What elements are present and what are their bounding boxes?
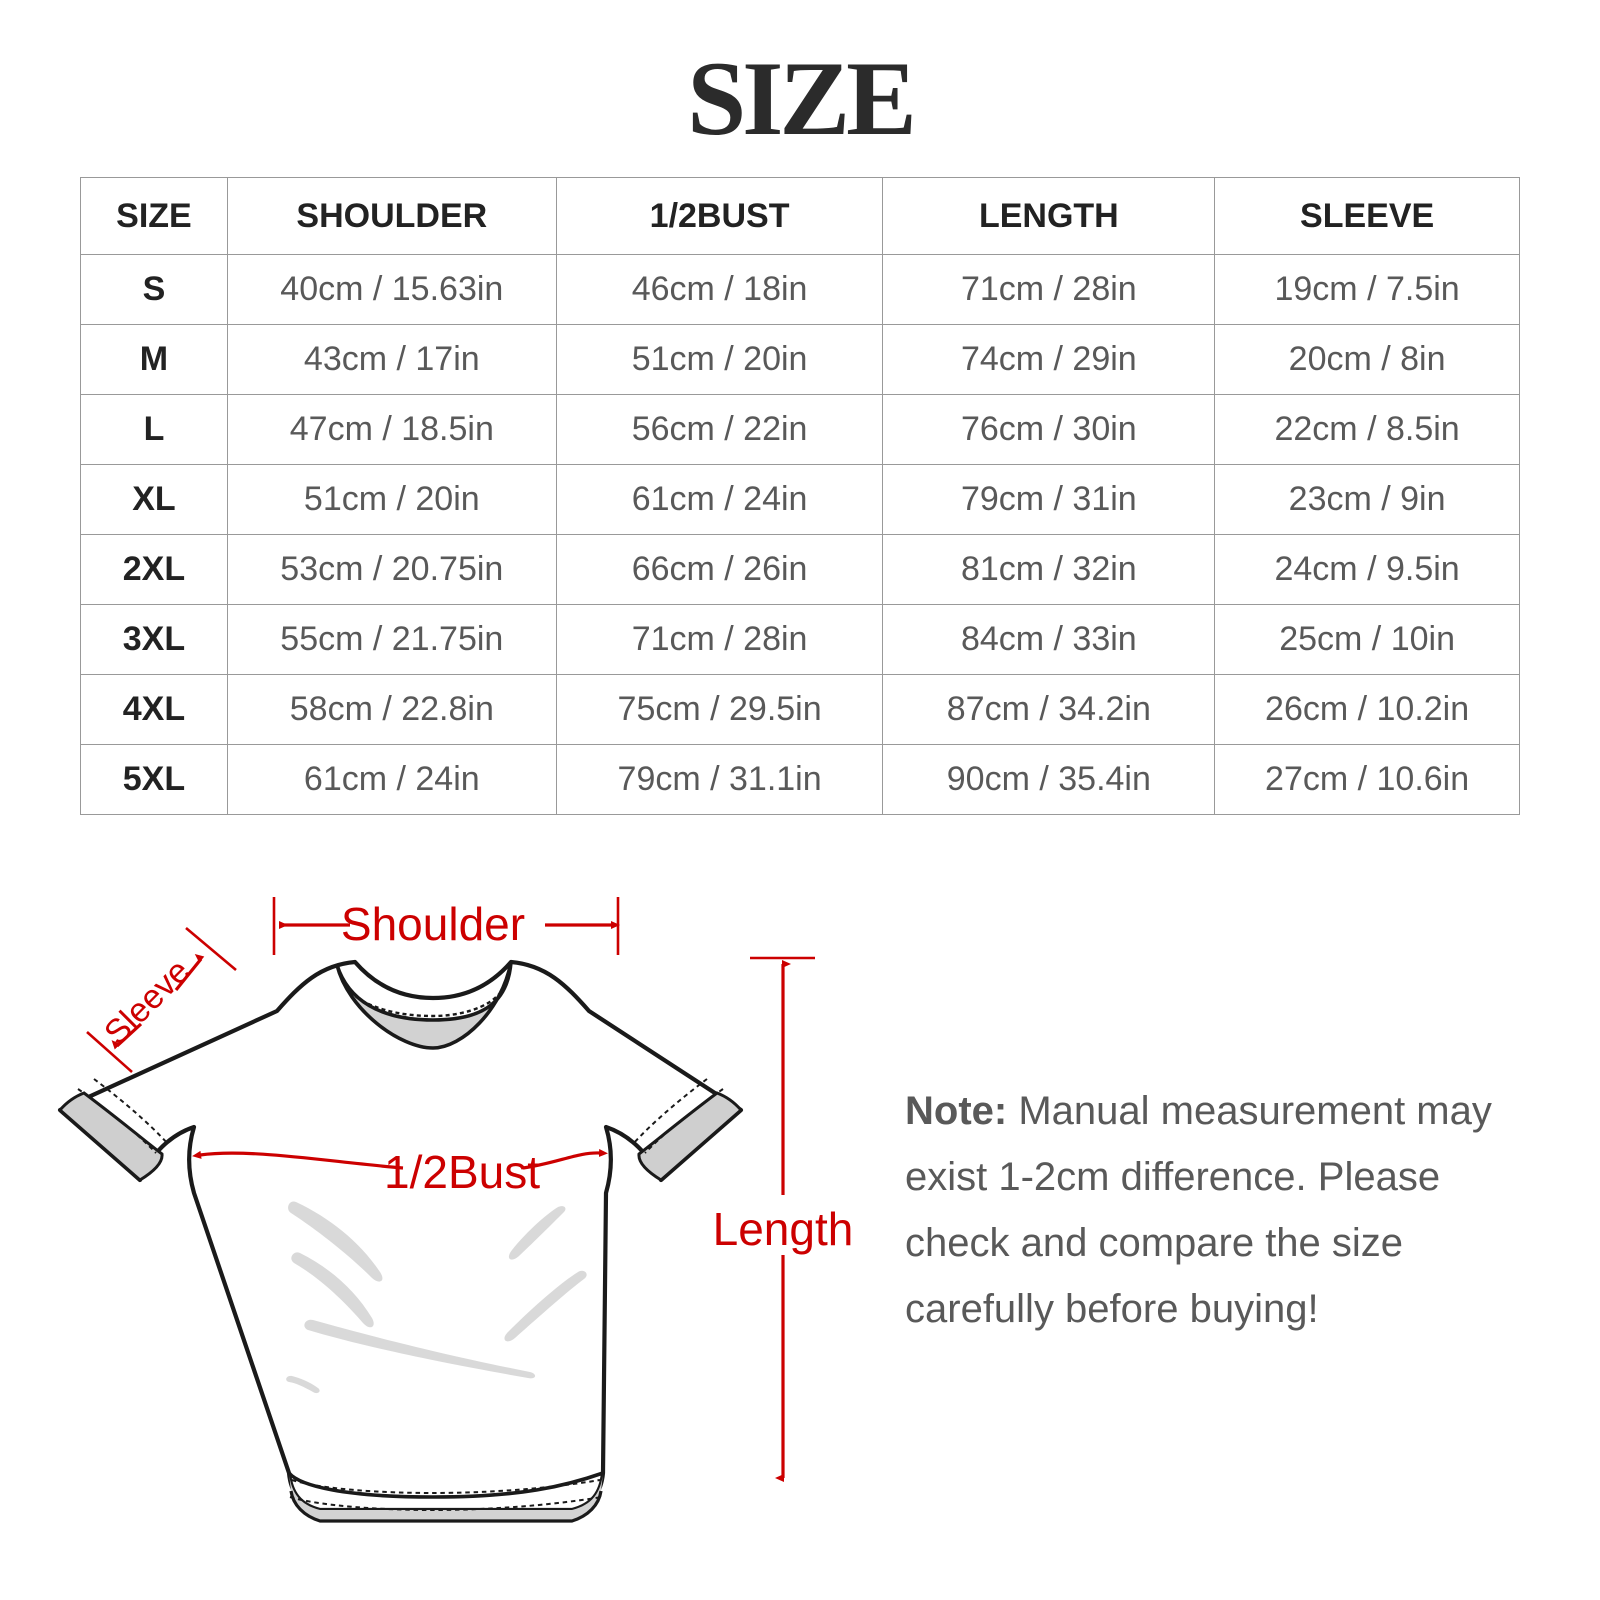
svg-text:Shoulder: Shoulder [341, 898, 525, 950]
svg-text:Length: Length [713, 1203, 854, 1255]
svg-text:1/2Bust: 1/2Bust [384, 1146, 540, 1198]
svg-text:Sleeve: Sleeve [97, 952, 197, 1052]
